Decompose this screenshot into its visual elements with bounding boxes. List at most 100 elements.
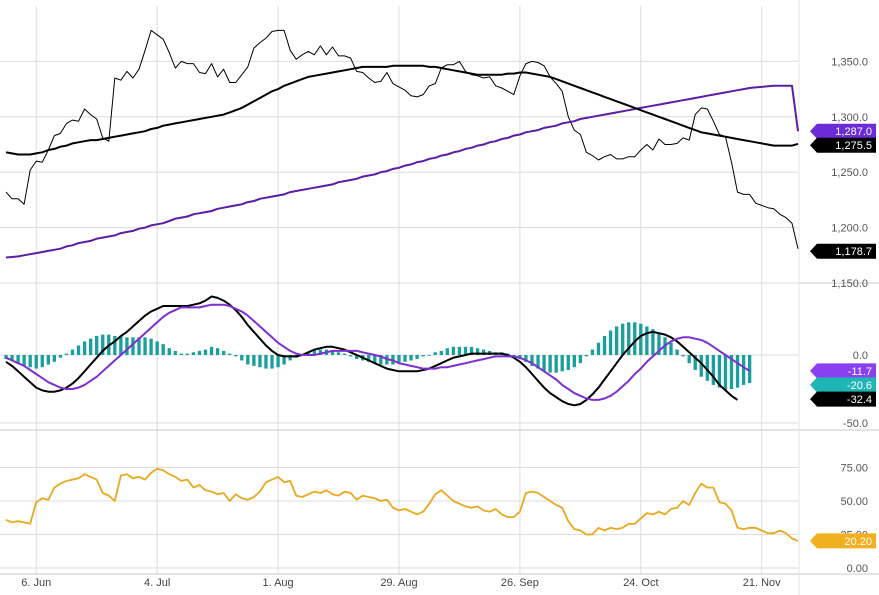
histogram-bar <box>645 326 649 355</box>
x-tick-label: 29. Aug <box>380 577 417 589</box>
histogram-bar <box>469 346 474 355</box>
histogram-bar <box>318 349 323 355</box>
histogram-bar <box>330 350 335 355</box>
histogram-bar <box>95 335 99 355</box>
histogram-bar <box>101 334 105 355</box>
histogram-bar <box>197 350 202 355</box>
y-tick-label: 75.00 <box>840 463 868 475</box>
histogram-bar <box>433 352 437 355</box>
histogram-bar <box>463 346 468 355</box>
histogram-bar <box>46 355 50 365</box>
y-tick-label: 1,350.0 <box>831 56 868 68</box>
histogram-bar <box>70 349 75 355</box>
histogram-bar <box>409 355 413 361</box>
histogram-bar <box>282 355 286 365</box>
histogram-bar <box>209 346 214 355</box>
value-tag <box>810 391 876 407</box>
histogram-bar <box>379 355 383 365</box>
histogram-bar <box>566 355 570 370</box>
histogram-bar <box>699 355 703 377</box>
histogram-bar <box>34 355 38 369</box>
histogram-bar <box>161 344 165 355</box>
value-tag-label: 20.20 <box>844 536 872 548</box>
histogram-bar <box>58 355 63 358</box>
value-tag <box>810 363 876 379</box>
histogram-bar <box>367 355 371 362</box>
signal_line-line <box>5 303 751 401</box>
histogram-bar <box>621 323 625 355</box>
histogram-bar <box>439 350 443 355</box>
histogram-bar <box>173 350 177 355</box>
value-tag <box>810 123 876 139</box>
histogram-bar <box>143 337 147 355</box>
histogram-bar <box>270 355 274 369</box>
histogram-bar <box>88 338 93 355</box>
histogram-bar <box>373 355 377 364</box>
histogram-bar <box>614 326 619 355</box>
y-tick-label: 1,300.0 <box>831 112 868 124</box>
histogram-bar <box>264 355 268 369</box>
histogram-bar <box>312 349 316 355</box>
value-tag-label: 1,178.7 <box>835 246 872 258</box>
histogram-bar <box>397 355 401 364</box>
histogram-bar <box>28 355 32 368</box>
histogram-bar <box>548 355 552 373</box>
histogram-bar <box>536 355 540 369</box>
histogram-bar <box>288 355 292 361</box>
histogram-bar <box>675 349 679 355</box>
histogram-bar <box>228 353 232 355</box>
y-tick-label: 0.0 <box>853 350 868 362</box>
histogram-bar <box>149 338 153 355</box>
histogram-bar <box>4 355 8 360</box>
value-tag-label: -32.4 <box>847 394 872 406</box>
histogram-bar <box>735 355 740 388</box>
x-tick-label: 4. Jul <box>144 577 170 589</box>
histogram-bar <box>723 355 728 391</box>
histogram-bar <box>475 348 480 355</box>
histogram-bar <box>82 341 87 355</box>
value-tag <box>810 243 876 259</box>
histogram-bar <box>457 346 462 355</box>
histogram-bar <box>451 346 456 355</box>
histogram-bar <box>705 355 709 381</box>
value-tag-label: -20.6 <box>847 380 872 392</box>
y-tick-label: 0.00 <box>847 563 868 575</box>
histogram-bar <box>155 341 159 355</box>
histogram-bar <box>221 350 226 355</box>
histogram-bar <box>729 355 734 389</box>
price-line <box>5 29 799 249</box>
histogram-bar <box>687 355 691 364</box>
histogram-bar <box>191 352 196 355</box>
histogram-bar <box>16 355 20 364</box>
x-tick-label: 24. Oct <box>623 577 658 589</box>
histogram-bar <box>113 335 117 355</box>
y-tick-label: 1,150.0 <box>831 278 868 290</box>
histogram-bar <box>741 355 746 385</box>
histogram-bar <box>747 355 752 384</box>
histogram-bar <box>276 355 280 368</box>
histogram-bar <box>179 353 183 355</box>
value-tag <box>810 533 876 549</box>
histogram-bar <box>167 348 171 355</box>
rsi-line <box>5 467 799 542</box>
y-tick-label: 50.00 <box>840 496 868 508</box>
histogram-bar <box>681 355 685 357</box>
histogram-bar <box>633 322 637 355</box>
value-tag-label: -11.7 <box>848 366 872 378</box>
value-tag-label: 1,287.0 <box>835 126 872 138</box>
histogram-bar <box>348 355 353 357</box>
histogram-bar <box>651 329 655 355</box>
y-tick-label: -50.0 <box>843 418 868 430</box>
histogram-bar <box>427 355 431 356</box>
histogram-bar <box>572 355 576 368</box>
histogram-bar <box>403 355 407 362</box>
histogram-bar <box>578 355 583 364</box>
y-tick-label: 1,200.0 <box>831 223 868 235</box>
histogram-bar <box>481 349 486 355</box>
histogram-bar <box>10 355 14 361</box>
histogram-bar <box>693 355 697 370</box>
histogram-bar <box>596 342 601 355</box>
histogram-bar <box>542 355 546 372</box>
histogram-bar <box>258 355 262 368</box>
